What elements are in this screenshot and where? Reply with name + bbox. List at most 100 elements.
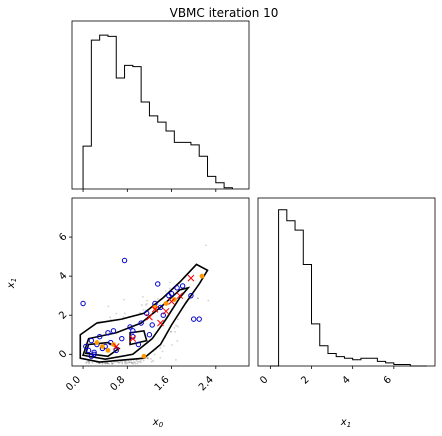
- sample-dot: [124, 312, 126, 315]
- sample-dot: [135, 359, 138, 362]
- sample-dot: [141, 295, 144, 298]
- sample-dot: [88, 361, 91, 364]
- active-point: [100, 344, 105, 349]
- training-point: [130, 328, 136, 334]
- sample-dot: [142, 359, 145, 362]
- recent-point: [162, 307, 170, 315]
- sample-dot: [136, 362, 139, 365]
- x0-tick-label: 2.4: [197, 374, 216, 393]
- x0-axis-ticks: 0.0 0.8 1.6 2.4: [64, 366, 217, 393]
- sample-dot: [146, 357, 149, 360]
- sample-dot: [133, 361, 135, 364]
- sample-dot: [138, 360, 141, 363]
- sample-dot: [205, 244, 207, 247]
- hist-x0-steps: [82, 34, 233, 189]
- sample-dot: [164, 290, 167, 292]
- sample-dot: [107, 305, 110, 308]
- sample-dot: [152, 359, 155, 362]
- density-contours: [79, 263, 209, 363]
- training-point: [83, 343, 89, 350]
- active-point: [171, 297, 177, 302]
- training-point: [135, 341, 142, 348]
- sample-dot: [111, 363, 114, 365]
- sample-dot: [117, 361, 120, 364]
- sample-dot: [137, 360, 139, 363]
- sample-dot: [87, 360, 90, 363]
- training-point: [196, 316, 202, 322]
- sample-dot: [139, 311, 141, 314]
- sample-dot: [145, 303, 148, 305]
- x1-left-tick-label: 4: [57, 270, 69, 282]
- hist-x1-frame: [257, 197, 436, 367]
- sample-dot: [126, 362, 129, 364]
- recent-point: [146, 313, 153, 321]
- training-point: [113, 347, 119, 354]
- training-point: [85, 347, 92, 354]
- sample-dot: [86, 360, 89, 363]
- training-point: [127, 324, 133, 330]
- hist-x0-ticks: [82, 189, 217, 192]
- x1-bottom-tick-label: 4: [341, 374, 353, 386]
- sample-dot: [101, 362, 104, 365]
- sample-dot: [174, 330, 176, 333]
- sample-dot: [159, 346, 162, 349]
- sample-dot: [161, 350, 164, 353]
- xlabel-x0: x0: [152, 417, 164, 429]
- x1-left-tick-label: 0: [57, 348, 69, 360]
- sample-dot: [110, 362, 113, 364]
- sample-dot: [132, 362, 134, 365]
- sample-dot: [85, 362, 87, 364]
- training-point: [146, 332, 153, 338]
- training-point: [105, 330, 111, 336]
- x1-bottom-tick-label: 6: [382, 374, 394, 386]
- training-point: [121, 257, 128, 264]
- x1-left-tick-label: 6: [57, 231, 69, 243]
- sample-dot: [112, 362, 115, 365]
- sample-dot: [121, 362, 124, 365]
- sample-dot: [127, 359, 130, 362]
- sample-dot: [106, 362, 109, 365]
- sample-dot: [174, 358, 177, 361]
- sample-dot: [87, 362, 90, 365]
- sample-dot: [104, 362, 107, 364]
- x0-tick-label: 0.0: [64, 374, 83, 393]
- sample-dot: [128, 361, 131, 364]
- training-point: [88, 353, 95, 359]
- x1-bottom-tick-label: 2: [299, 374, 311, 386]
- sample-dot: [147, 357, 150, 360]
- sample-dot: [103, 362, 106, 364]
- training-point: [110, 328, 117, 334]
- sample-dot: [196, 297, 199, 300]
- sample-dot: [144, 304, 147, 306]
- training-point: [96, 333, 103, 340]
- recent-point: [187, 274, 195, 282]
- sample-dot: [124, 360, 127, 363]
- ylabel-x1: x1: [6, 278, 18, 289]
- sample-dot: [207, 299, 210, 302]
- sample-dot: [170, 330, 172, 333]
- sample-dot: [108, 362, 111, 365]
- sample-dot: [130, 361, 133, 364]
- evaluation-points: [80, 257, 205, 359]
- recent-point: [129, 335, 137, 343]
- contour-inner-b: [129, 329, 148, 346]
- training-point: [143, 310, 150, 316]
- sample-dot: [176, 318, 179, 321]
- sample-dot: [168, 287, 171, 290]
- sample-dot: [115, 312, 118, 315]
- sample-dot: [119, 361, 122, 364]
- sample-dot: [175, 324, 178, 327]
- sample-dot: [85, 361, 88, 364]
- sample-dot: [168, 281, 171, 284]
- sample-dot: [91, 362, 94, 364]
- sample-dot: [153, 353, 156, 356]
- training-point: [190, 316, 197, 322]
- training-point: [179, 283, 186, 289]
- xlabel-x1: x1: [340, 417, 351, 429]
- density-frame: [71, 197, 250, 367]
- sample-dot: [170, 344, 173, 346]
- recent-point: [168, 298, 175, 305]
- sample-dot: [121, 361, 124, 364]
- sample-dot: [146, 357, 149, 359]
